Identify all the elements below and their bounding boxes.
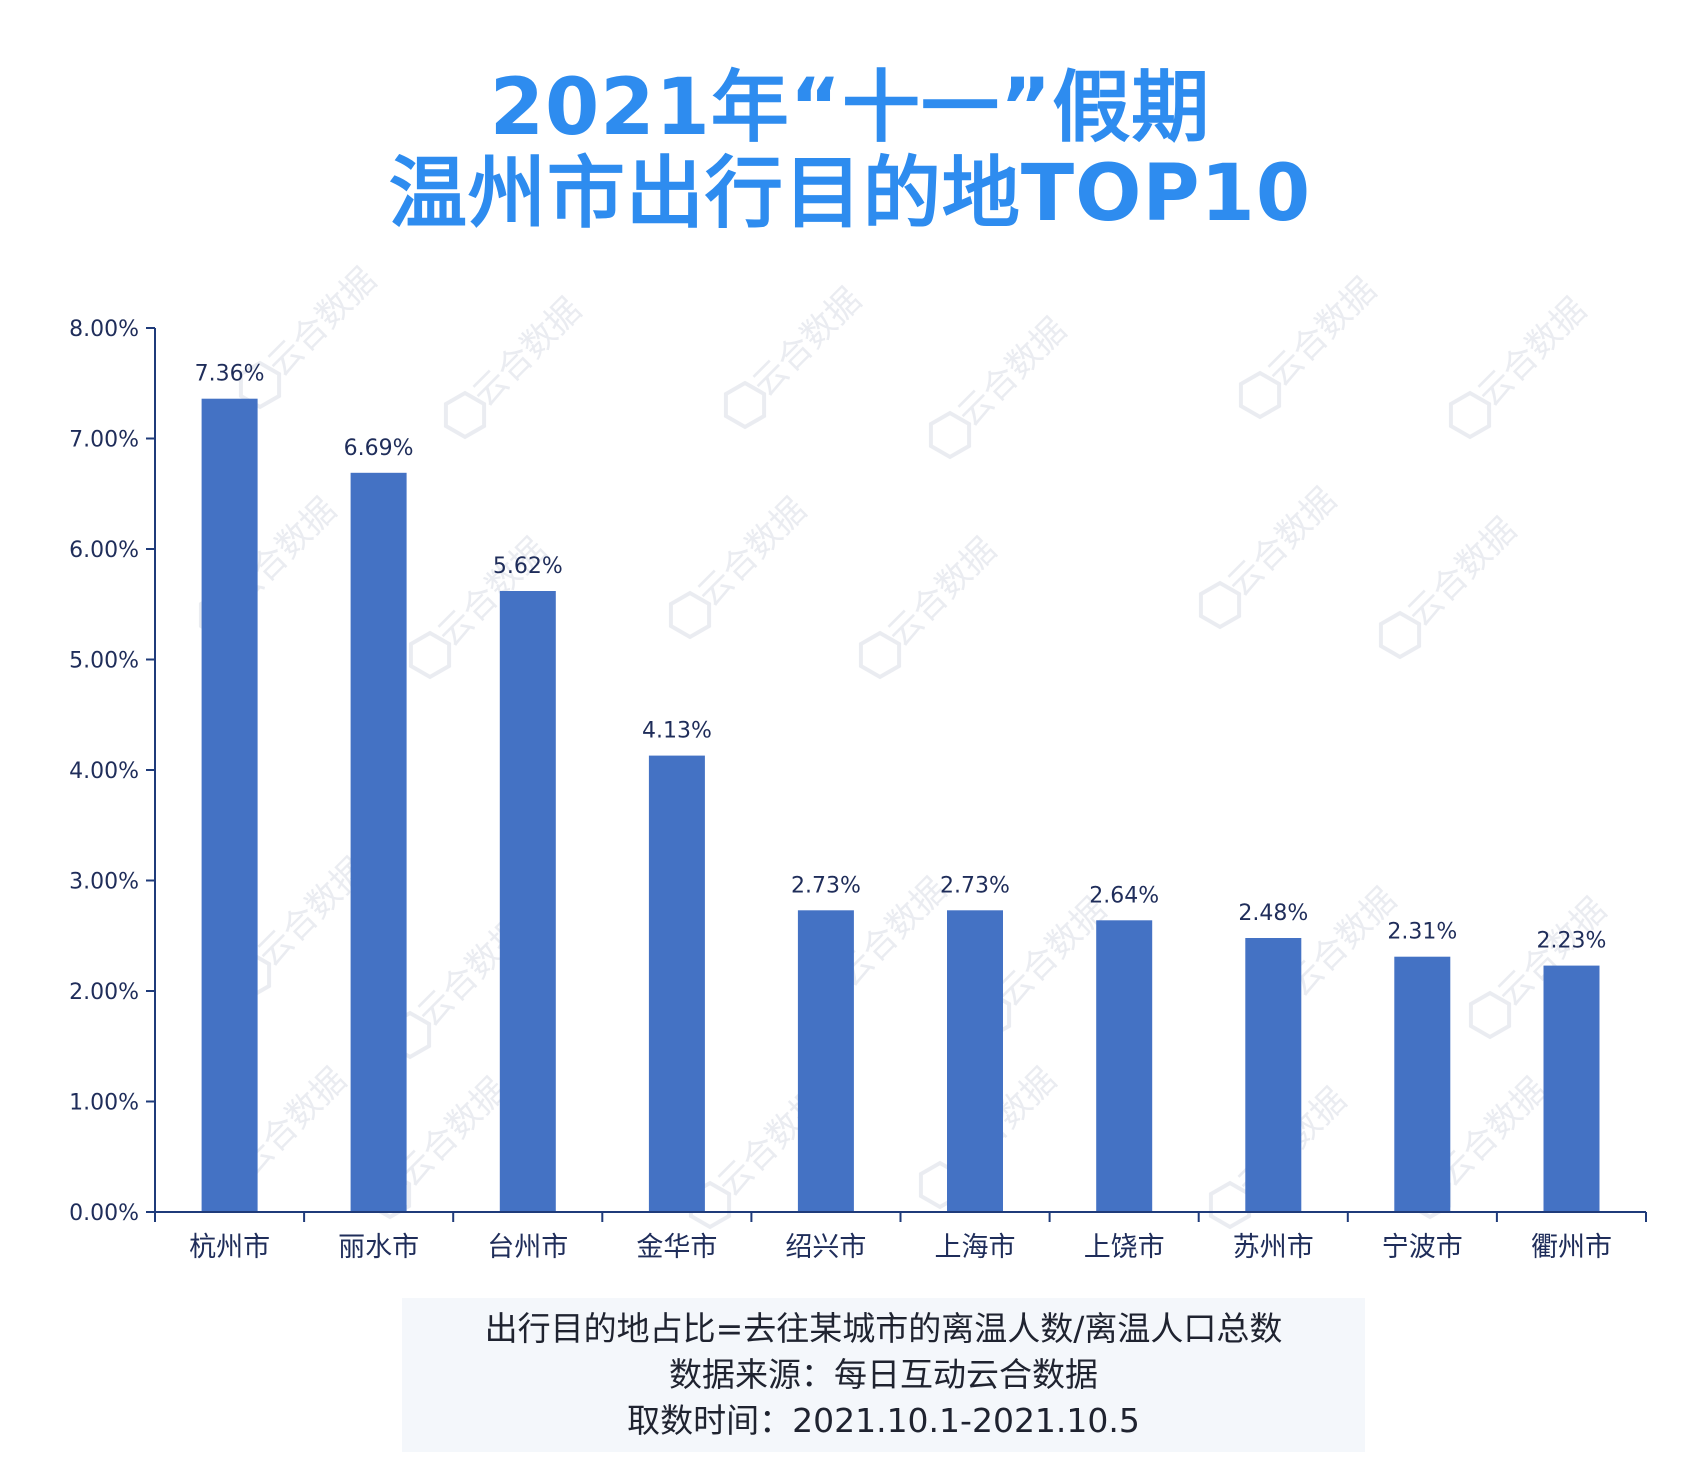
- watermark-logo-icon: [408, 630, 452, 680]
- watermark-text: 云合数据: [260, 260, 384, 384]
- bar-绍兴市: [797, 910, 854, 1212]
- watermark-logo-icon: [443, 390, 487, 440]
- watermark-text: 云合数据: [1400, 510, 1524, 634]
- watermark-logo-icon: [1468, 990, 1512, 1040]
- definition-note: 出行目的地占比=去往某城市的离温人数/离温人口总数: [484, 1309, 1283, 1348]
- watermark-logo-icon: [858, 630, 902, 680]
- chart-title-line1: 2021年“十一”假期: [489, 63, 1211, 153]
- bars-group: [201, 398, 1600, 1212]
- watermark-text: 云合数据: [390, 1070, 514, 1194]
- x-tick-label: 上饶市: [1084, 1232, 1165, 1263]
- bar-上饶市: [1096, 920, 1153, 1212]
- bar-杭州市: [201, 398, 258, 1212]
- bar-value-label: 2.48%: [1238, 901, 1308, 926]
- x-tick-label: 金华市: [636, 1232, 717, 1263]
- bar-value-label: 2.64%: [1089, 883, 1159, 908]
- watermark-logo-icon: [238, 360, 282, 410]
- watermark-logo-icon: [1198, 580, 1242, 630]
- watermark-logo-icon: [668, 590, 712, 640]
- bar-value-label: 2.73%: [940, 873, 1010, 898]
- y-tick-label: 8.00%: [69, 317, 139, 342]
- watermark-text: 云合数据: [950, 310, 1074, 434]
- x-tick-label: 台州市: [487, 1232, 568, 1263]
- notes-panel: 出行目的地占比=去往某城市的离温人数/离温人口总数 数据来源：每日互动云合数据 …: [402, 1298, 1365, 1452]
- y-tick-label: 1.00%: [69, 1091, 139, 1116]
- y-tick-label: 2.00%: [69, 980, 139, 1005]
- x-tick-label: 苏州市: [1233, 1232, 1314, 1263]
- x-tick-label: 衢州市: [1531, 1232, 1612, 1263]
- y-tick-label: 5.00%: [69, 649, 139, 674]
- bar-苏州市: [1245, 938, 1302, 1212]
- bar-value-label: 4.13%: [642, 719, 712, 744]
- bar-value-label: 7.36%: [195, 362, 265, 387]
- bar-丽水市: [350, 472, 407, 1212]
- bar-台州市: [499, 591, 556, 1212]
- watermark-text: 云合数据: [1260, 270, 1384, 394]
- bar-value-label: 6.69%: [344, 436, 414, 461]
- y-tick-label: 6.00%: [69, 538, 139, 563]
- watermark-text: 云合数据: [745, 280, 869, 404]
- watermark-logo-icon: [1448, 390, 1492, 440]
- watermark-logo-icon: [1238, 370, 1282, 420]
- x-tick-label: 绍兴市: [785, 1232, 866, 1263]
- bar-宁波市: [1394, 956, 1451, 1212]
- watermark-logo-icon: [928, 410, 972, 460]
- axes-group: 0.00% 1.00% 2.00% 3.00% 4.00% 5.00% 6.00% 7.00%…: [69, 317, 1647, 1226]
- bar-value-label: 2.73%: [791, 873, 861, 898]
- watermark-text: 云合数据: [1470, 290, 1594, 414]
- bar-value-label: 5.62%: [493, 554, 563, 579]
- x-tick-label: 上海市: [935, 1232, 1016, 1263]
- watermark-logo-icon: [723, 380, 767, 430]
- watermark-text: 云合数据: [1220, 480, 1344, 604]
- watermark-text: 云合数据: [880, 530, 1004, 654]
- watermark-text: 云合数据: [690, 490, 814, 614]
- bar-衢州市: [1543, 965, 1600, 1212]
- y-tick-label: 3.00%: [69, 870, 139, 895]
- y-tick-label: 0.00%: [69, 1201, 139, 1226]
- x-tick-label: 丽水市: [338, 1232, 419, 1263]
- bar-value-label: 2.31%: [1387, 920, 1457, 945]
- watermark-logo-icon: [1208, 1180, 1252, 1230]
- bar-金华市: [648, 755, 705, 1212]
- labels-group: 7.36% 杭州市 6.69% 丽水市 5.62% 台州市 4.13% 金华市 2.73% 绍兴市…: [189, 362, 1612, 1263]
- bar-上海市: [947, 910, 1003, 1212]
- period-note: 取数时间：2021.10.1-2021.10.5: [627, 1401, 1140, 1440]
- bar-value-label: 2.23%: [1537, 929, 1607, 954]
- x-tick-label: 杭州市: [189, 1232, 270, 1263]
- source-note: 数据来源：每日互动云合数据: [669, 1355, 1098, 1394]
- watermark-text: 云合数据: [465, 290, 589, 414]
- chart-title-line2: 温州市出行目的地TOP10: [388, 149, 1312, 239]
- watermark-logo-icon: [1378, 610, 1422, 660]
- watermark-text: 云合数据: [990, 890, 1114, 1014]
- y-tick-label: 4.00%: [69, 759, 139, 784]
- x-tick-label: 宁波市: [1382, 1232, 1463, 1263]
- y-tick-label: 7.00%: [69, 428, 139, 453]
